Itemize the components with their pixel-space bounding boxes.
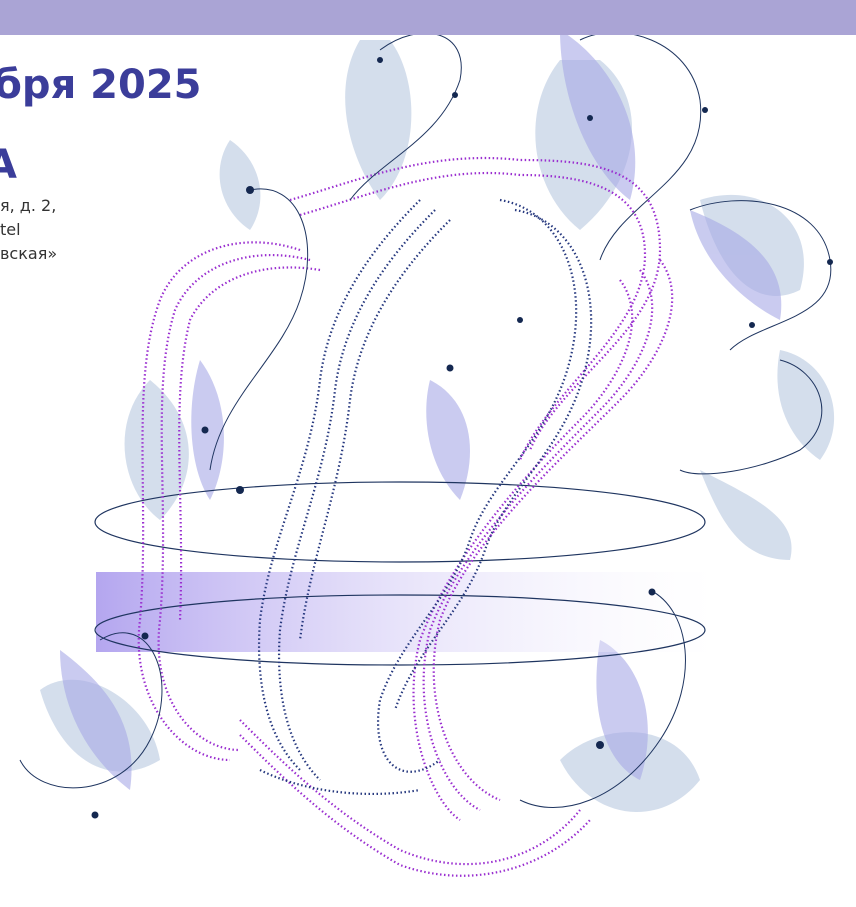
address-line: вская» xyxy=(0,244,57,263)
event-venue-initial: А xyxy=(0,142,17,188)
artwork xyxy=(0,0,856,907)
event-date: бря 2025 xyxy=(0,62,202,108)
page: бря 2025 А я, д. 2, tel вская» (() => { … xyxy=(0,0,856,907)
top-bar xyxy=(0,0,856,35)
address-line: tel xyxy=(0,220,21,239)
ring-band xyxy=(96,572,716,652)
address-line: я, д. 2, xyxy=(0,196,56,215)
